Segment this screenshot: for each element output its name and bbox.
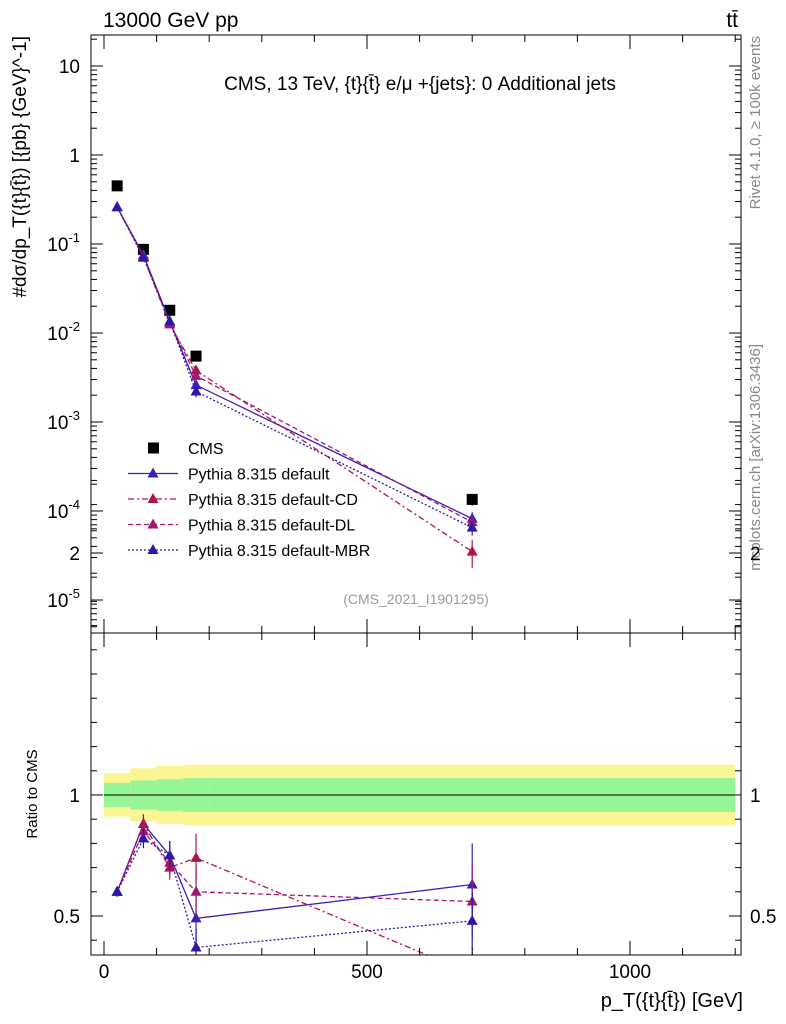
ratio-data-point — [190, 885, 202, 896]
legend: CMS Pythia 8.315 default Pythia 8.315 defa… — [128, 441, 370, 560]
main-axis-ticks — [91, 35, 741, 633]
energy-label: 13000 GeV pp — [103, 9, 238, 32]
ratio-y-tick-label-right: 2 — [750, 544, 761, 565]
main-y-tick-label: 10 — [59, 57, 80, 78]
ratio-axis-ticks — [91, 479, 741, 955]
main-y-axis-label: #dσ/dp_T({t}{t̄}) [{pb} {GeV}^-1] — [10, 36, 31, 298]
main-y-tick-label: 10-2 — [47, 319, 80, 345]
ratio-data-point — [190, 851, 202, 862]
main-data-point-cms — [190, 350, 202, 362]
ratio-y-tick-labels: 0.5 0.5 1 1 2 2 — [54, 544, 777, 928]
legend-entry: CMS — [148, 441, 224, 458]
main-data-point — [111, 201, 123, 212]
legend-marker — [147, 493, 159, 503]
x-tick-label: 500 — [351, 962, 383, 983]
ratio-series-layer — [111, 814, 478, 978]
main-data-point — [466, 545, 478, 556]
ratio-y-tick-label-left: 1 — [69, 786, 80, 807]
rivet-version-label: Rivet 4.1.0, ≥ 100k events — [747, 36, 764, 209]
legend-entry: Pythia 8.315 default-DL — [128, 518, 355, 535]
ratio-data-point — [466, 914, 478, 925]
ratio-data-point — [164, 849, 176, 860]
x-tick-labels: 0 500 1000 — [99, 962, 651, 983]
main-y-tick-label: 10-3 — [47, 408, 80, 434]
ratio-panel: 0.5 0.5 1 1 2 2 0 500 1000 Ratio to CMS p_T({t}… — [24, 479, 777, 1012]
main-y-tick-label: 1 — [69, 146, 80, 167]
legend-label: CMS — [188, 441, 224, 458]
ratio-data-point — [190, 912, 202, 923]
main-data-point-cms — [111, 180, 123, 192]
main-data-point — [190, 369, 202, 380]
ratio-y-tick-label-right: 0.5 — [750, 907, 776, 928]
main-data-point — [190, 364, 202, 375]
legend-label: Pythia 8.315 default-CD — [188, 492, 358, 509]
main-data-point-cms — [466, 493, 478, 505]
legend-marker — [147, 467, 159, 478]
mcplots-label: mcplots.cern.ch [arXiv:1306.3436] — [747, 344, 764, 571]
main-series-line — [116, 206, 473, 523]
x-tick-label: 0 — [99, 962, 110, 983]
legend-entry: Pythia 8.315 default-CD — [128, 492, 358, 509]
legend-entry: Pythia 8.315 default — [128, 467, 330, 484]
main-panel: 10 1 10-1 10-2 10-3 10-4 10-5 CMS, 13 TeV, {t}… — [10, 34, 742, 634]
main-series-layer — [111, 180, 478, 568]
main-data-point — [190, 385, 202, 396]
legend-marker — [148, 442, 159, 454]
process-label: tt̄ — [726, 9, 738, 32]
ratio-plot-frame — [90, 632, 742, 956]
main-data-point — [190, 379, 202, 390]
ratio-data-point — [137, 832, 149, 843]
ratio-y-axis-label: Ratio to CMS — [24, 749, 41, 838]
x-axis-label: p_T({t}{t̄}) [GeV] — [601, 990, 743, 1012]
ratio-y-tick-label-left: 2 — [69, 544, 80, 565]
analysis-id-label: (CMS_2021_I1901295) — [343, 591, 489, 607]
main-plot-title: CMS, 13 TeV, {t}{t̄} e/μ +{jets}: 0 Addi… — [224, 74, 616, 95]
x-tick-label: 1000 — [609, 962, 651, 983]
legend-label: Pythia 8.315 default — [188, 467, 330, 484]
legend-marker — [147, 544, 159, 554]
ratio-data-point — [467, 968, 478, 978]
main-y-tick-label: 10-1 — [47, 230, 80, 256]
ratio-data-point — [111, 885, 123, 896]
main-y-tick-labels: 10 1 10-1 10-2 10-3 10-4 10-5 — [47, 57, 80, 612]
main-data-point — [137, 251, 149, 262]
ratio-y-tick-label-right: 1 — [750, 786, 761, 807]
legend-label: Pythia 8.315 default-DL — [188, 518, 355, 535]
ratio-data-point — [190, 941, 202, 952]
main-data-point-cms — [164, 304, 176, 316]
ratio-y-tick-label-left: 0.5 — [54, 907, 80, 928]
main-data-point — [164, 315, 176, 326]
main-y-tick-label: 10-4 — [47, 497, 80, 523]
legend-label: Pythia 8.315 default-MBR — [188, 543, 370, 560]
main-data-point — [466, 521, 478, 532]
main-y-tick-label: 10-5 — [47, 586, 80, 612]
legend-marker — [147, 518, 159, 529]
legend-entry: Pythia 8.315 default-MBR — [128, 543, 370, 560]
